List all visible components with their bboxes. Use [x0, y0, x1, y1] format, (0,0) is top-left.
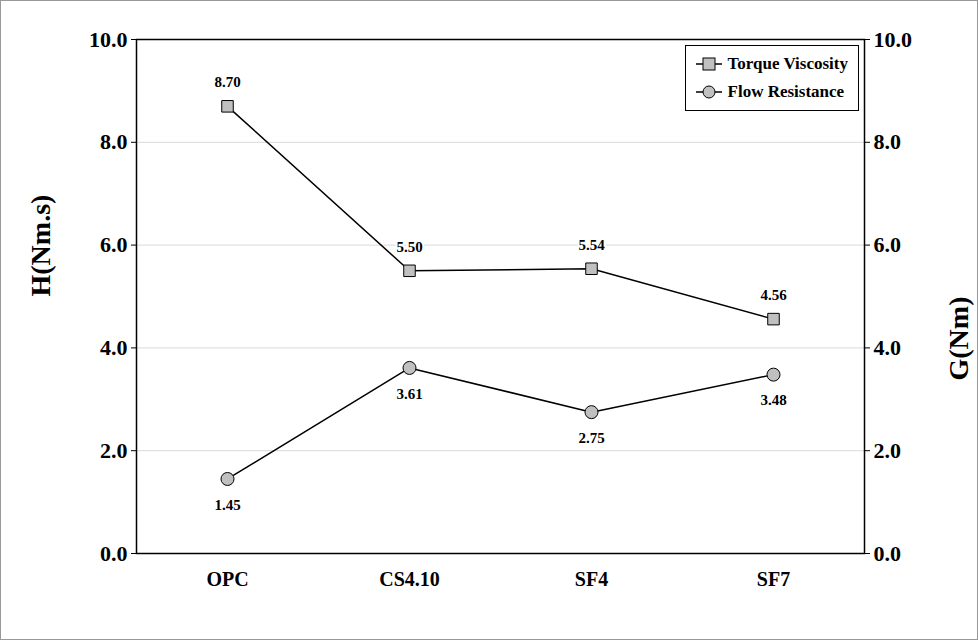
- svg-text:2.0: 2.0: [100, 438, 128, 463]
- svg-text:10.0: 10.0: [874, 27, 913, 52]
- svg-text:4.0: 4.0: [100, 335, 128, 360]
- svg-text:G(Nm): G(Nm): [943, 297, 974, 381]
- svg-text:4.56: 4.56: [760, 287, 787, 303]
- svg-text:2.0: 2.0: [874, 438, 902, 463]
- svg-text:0.0: 0.0: [874, 541, 902, 566]
- svg-text:8.0: 8.0: [100, 129, 128, 154]
- svg-text:6.0: 6.0: [874, 232, 902, 257]
- html-text:Torque Viscosity: Torque Viscosity: [727, 54, 848, 73]
- html-text:Flow Resistance: Flow Resistance: [727, 82, 845, 101]
- svg-text:2.75: 2.75: [578, 430, 604, 446]
- svg-text:3.61: 3.61: [396, 386, 422, 402]
- svg-text:SF7: SF7: [757, 568, 790, 590]
- svg-text:6.0: 6.0: [100, 232, 128, 257]
- svg-text:3.48: 3.48: [760, 392, 786, 408]
- svg-text:5.50: 5.50: [396, 239, 422, 255]
- svg-text:0.0: 0.0: [100, 541, 128, 566]
- svg-text:CS4.10: CS4.10: [379, 568, 440, 590]
- svg-text:OPC: OPC: [206, 568, 248, 590]
- svg-text:SF4: SF4: [575, 568, 608, 590]
- svg-text:10.0: 10.0: [89, 27, 128, 52]
- svg-text:H(Nm.s): H(Nm.s): [25, 195, 56, 297]
- svg-text:1.45: 1.45: [214, 497, 240, 513]
- svg-text:8.0: 8.0: [874, 129, 902, 154]
- svg-text:8.70: 8.70: [214, 74, 240, 90]
- svg-text:4.0: 4.0: [874, 335, 902, 360]
- svg-text:5.54: 5.54: [578, 237, 605, 253]
